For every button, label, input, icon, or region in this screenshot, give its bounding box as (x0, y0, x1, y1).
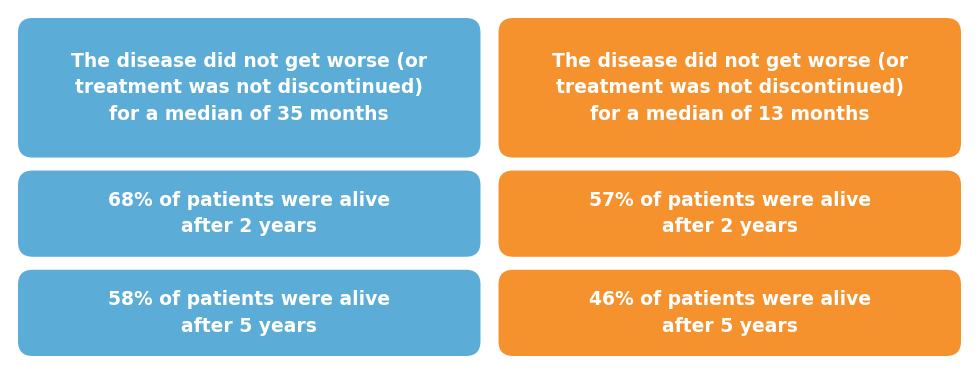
Text: 68% of patients were alive
after 2 years: 68% of patients were alive after 2 years (109, 191, 390, 236)
FancyBboxPatch shape (498, 171, 960, 257)
Text: The disease did not get worse (or
treatment was not discontinued)
for a median o: The disease did not get worse (or treatm… (552, 52, 907, 124)
Text: 57% of patients were alive
after 2 years: 57% of patients were alive after 2 years (588, 191, 869, 236)
Text: 46% of patients were alive
after 5 years: 46% of patients were alive after 5 years (588, 290, 869, 335)
FancyBboxPatch shape (18, 270, 480, 356)
Text: 58% of patients were alive
after 5 years: 58% of patients were alive after 5 years (109, 290, 390, 335)
FancyBboxPatch shape (18, 171, 480, 257)
FancyBboxPatch shape (498, 18, 960, 157)
FancyBboxPatch shape (498, 270, 960, 356)
Text: The disease did not get worse (or
treatment was not discontinued)
for a median o: The disease did not get worse (or treatm… (71, 52, 426, 124)
FancyBboxPatch shape (18, 18, 480, 157)
